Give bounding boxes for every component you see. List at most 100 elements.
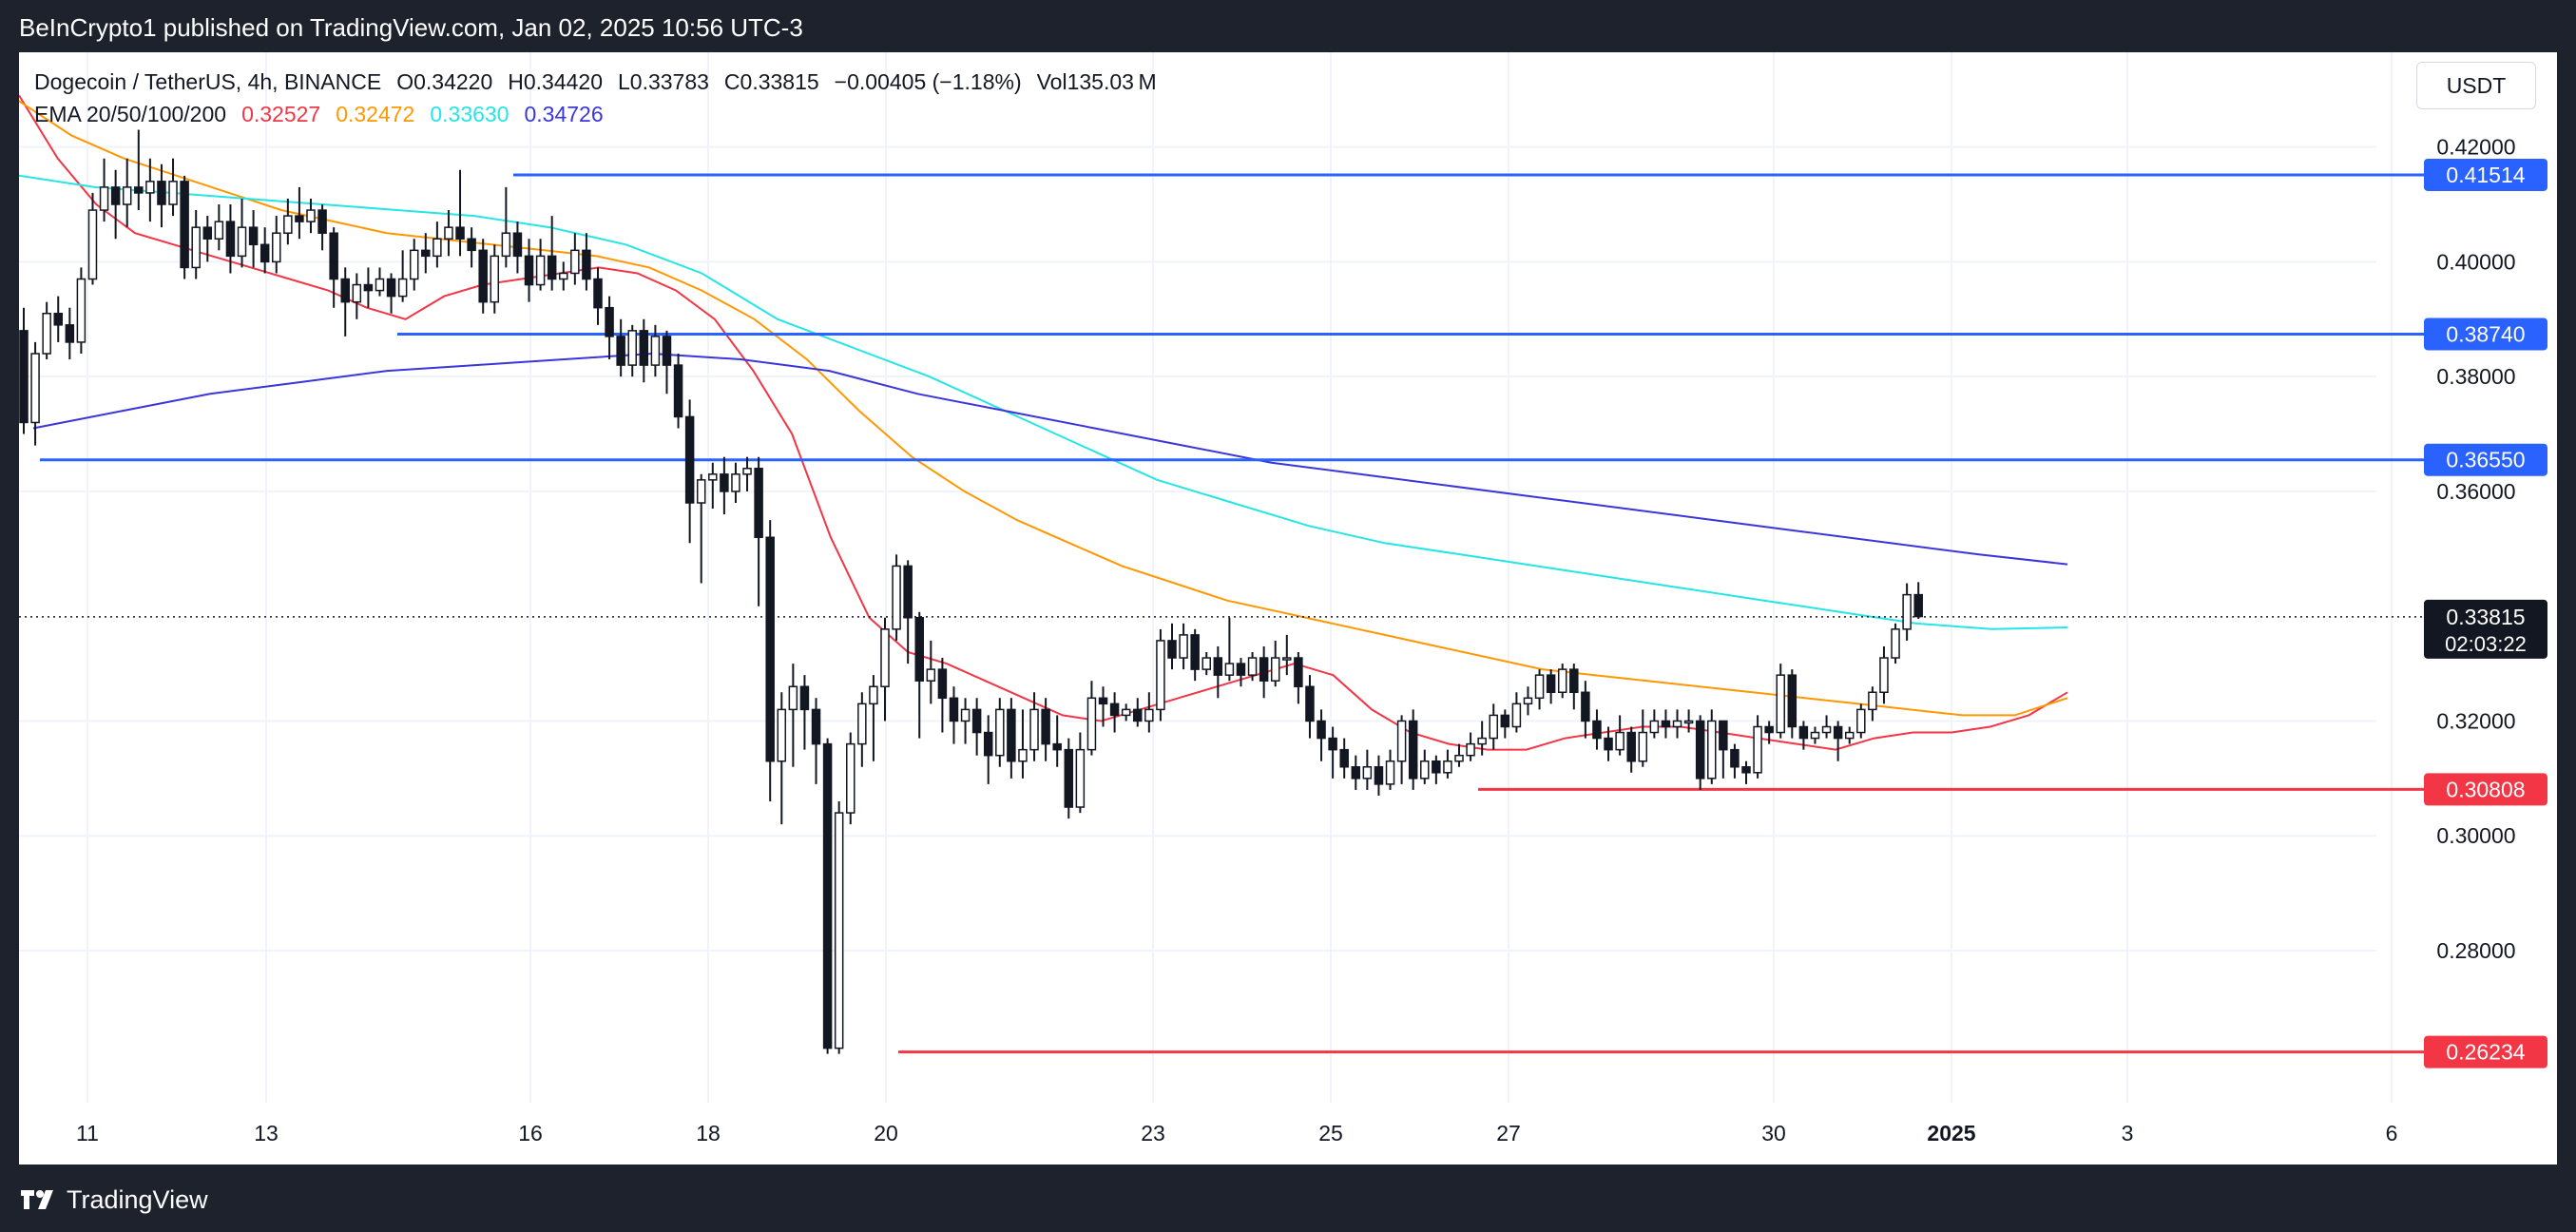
candle-down <box>822 742 833 1049</box>
grid-lines <box>19 52 2393 1103</box>
candle-up <box>1902 593 1912 630</box>
candlestick-chart[interactable]: 0.41514 0.38740 0.36550 0.30808 0.26234 0.338… <box>19 52 2557 1165</box>
candle-down <box>1432 760 1441 774</box>
candle-down <box>1133 708 1143 722</box>
candle-up <box>1707 720 1717 780</box>
candle-down <box>1317 720 1326 740</box>
candle-down <box>616 336 625 366</box>
price-tick: 0.28000 <box>2436 938 2515 963</box>
candle-up <box>433 238 442 258</box>
candle-up <box>1443 760 1452 774</box>
candle-up <box>1615 731 1624 751</box>
candle-up <box>237 226 247 258</box>
ema20-line <box>19 94 2068 751</box>
candle-up <box>1477 737 1487 745</box>
tradingview-logo[interactable]: TradingView <box>19 1185 208 1214</box>
candle-down <box>467 238 476 252</box>
candle-down <box>317 209 327 234</box>
ema50-value: 0.32472 <box>336 101 415 126</box>
currency-button[interactable]: USDT <box>2416 62 2536 109</box>
candle-down <box>19 330 29 424</box>
candle-up <box>214 221 224 240</box>
candle-up <box>627 330 637 366</box>
tradingview-logo-icon <box>21 1190 53 1209</box>
candle-up <box>1282 657 1292 661</box>
candle-up <box>1121 708 1131 717</box>
candle-up <box>1557 668 1567 694</box>
candle-down <box>1764 725 1774 734</box>
candle-up <box>397 278 408 298</box>
candle-down <box>1328 737 1337 751</box>
candle-down <box>662 336 672 366</box>
candle-up <box>1179 634 1188 659</box>
candles <box>19 129 1923 1054</box>
candle-up <box>696 479 706 504</box>
candle-down <box>937 668 948 700</box>
candle-up <box>1534 674 1545 700</box>
candle-up <box>926 668 936 682</box>
date-tick: 2025 <box>1927 1121 1975 1145</box>
candle-up <box>788 685 798 711</box>
support-tag-label: 0.26234 <box>2446 1040 2525 1065</box>
candle-down <box>605 306 614 337</box>
candle-up <box>1489 714 1498 740</box>
ema200-value: 0.34726 <box>524 101 604 126</box>
candle-up <box>1201 657 1211 670</box>
price-tick: 0.40000 <box>2436 249 2515 274</box>
candle-down <box>720 473 729 492</box>
candle-down <box>1305 685 1315 722</box>
candle-down <box>914 617 924 682</box>
candle-up <box>731 473 740 492</box>
candle-down <box>157 181 166 205</box>
chart-pane[interactable]: 0.41514 0.38740 0.36550 0.30808 0.26234 0.338… <box>19 52 2557 1165</box>
candle-down <box>248 226 259 246</box>
candle-down <box>225 221 236 258</box>
candle-down <box>1167 640 1177 659</box>
candle-up <box>777 708 787 762</box>
candle-down <box>260 243 270 263</box>
candle-up <box>1018 748 1028 762</box>
candle-up <box>1821 725 1832 734</box>
resistance-tag <box>2424 318 2547 351</box>
candle-down <box>340 278 350 303</box>
candle-down <box>1236 663 1246 676</box>
candle-down <box>329 232 338 280</box>
candle-up <box>1649 720 1660 734</box>
candle-up <box>306 209 316 222</box>
candle-up <box>1891 628 1900 659</box>
candle-down <box>202 226 213 240</box>
candle-down <box>673 364 683 418</box>
date-tick: 23 <box>1141 1121 1165 1145</box>
axes: 0.42000 0.40000 0.38000 0.36000 0.32000 0.300… <box>76 135 2516 1145</box>
candle-down <box>512 232 523 258</box>
candle-down <box>949 697 959 722</box>
candle-up <box>995 708 1005 757</box>
candle-down <box>421 249 431 258</box>
candle-down <box>134 186 144 194</box>
symbol-title[interactable]: Dogecoin / TetherUS, 4h, BINANCE <box>34 68 382 94</box>
candle-up <box>708 473 718 481</box>
candle-up <box>1362 766 1373 780</box>
ema-label[interactable]: EMA 20/50/100/200 <box>34 101 227 126</box>
close-value: C0.33815 <box>723 68 819 94</box>
open-value: O0.34220 <box>396 68 493 94</box>
candle-up <box>352 283 362 303</box>
candle-down <box>1052 742 1062 751</box>
candle-up <box>869 685 878 705</box>
candle-down <box>455 226 465 240</box>
support-tag-label: 0.30808 <box>2446 777 2525 801</box>
candle-up <box>444 226 453 240</box>
candle-up <box>570 249 580 275</box>
date-tick: 25 <box>1318 1121 1343 1145</box>
candle-up <box>857 703 867 745</box>
date-tick: 6 <box>2386 1121 2398 1145</box>
candle-up <box>960 708 971 722</box>
candle-down <box>1741 766 1751 774</box>
candle-up <box>846 742 855 814</box>
candle-down <box>478 249 488 303</box>
candle-up <box>1868 691 1877 711</box>
candle-down <box>811 708 821 745</box>
candle-up <box>409 249 419 280</box>
candle-up <box>501 232 511 258</box>
candle-down <box>386 278 396 298</box>
